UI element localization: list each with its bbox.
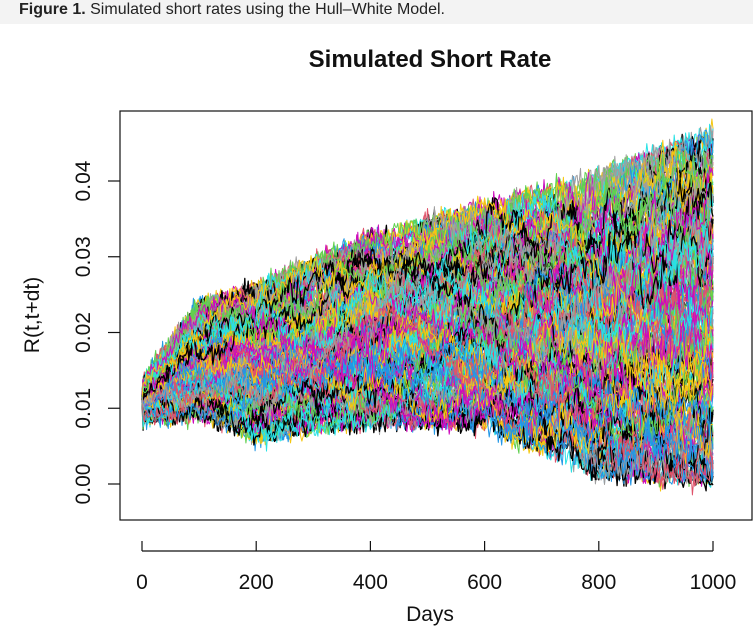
y-tick-label-3: 0.03 xyxy=(72,236,95,277)
series-line-171 xyxy=(141,181,714,419)
x-tick-label-0: 0 xyxy=(136,571,148,594)
series-line-160 xyxy=(141,135,714,399)
x-axis-label: Days xyxy=(406,603,454,626)
series-layer xyxy=(141,118,714,496)
figure-caption: Figure 1. Simulated short rates using th… xyxy=(0,0,753,24)
plot-box xyxy=(119,110,753,521)
short-rate-chart: Simulated Short Rate 0 200 400 600 800 1000 0… xyxy=(21,46,753,626)
series-line-199 xyxy=(141,195,714,401)
x-tick-label-800: 800 xyxy=(581,571,616,594)
series-line-163 xyxy=(141,185,714,419)
y-axis: 0.00 0.01 0.02 0.03 0.04 xyxy=(72,160,120,504)
y-tick-label-2: 0.02 xyxy=(72,312,95,353)
series-line-190 xyxy=(141,172,714,407)
series-line-186 xyxy=(141,346,714,487)
y-tick-label-1: 0.01 xyxy=(72,388,95,429)
chart-title: Simulated Short Rate xyxy=(309,46,552,73)
series-line-196 xyxy=(141,340,714,475)
figure-caption-prefix: Figure 1. xyxy=(19,1,86,18)
y-tick-label-0: 0.00 xyxy=(72,464,95,505)
series-line-200 xyxy=(141,178,714,419)
series-line-185 xyxy=(141,194,714,401)
series-line-159 xyxy=(141,160,714,396)
series-line-173 xyxy=(141,314,714,433)
x-tick-label-400: 400 xyxy=(353,571,388,594)
series-line-198 xyxy=(141,166,714,428)
series-line-188 xyxy=(141,342,714,461)
series-line-181 xyxy=(141,211,714,452)
y-axis-label: R(t,t+dt) xyxy=(21,277,44,353)
series-line-195 xyxy=(141,159,714,395)
series-line-197 xyxy=(141,190,714,397)
y-tick-label-4: 0.04 xyxy=(72,160,95,201)
series-line-189 xyxy=(141,187,714,394)
series-line-167 xyxy=(141,139,714,394)
x-axis: 0 200 400 600 800 1000 xyxy=(136,541,736,594)
x-tick-label-600: 600 xyxy=(467,571,502,594)
x-tick-label-1000: 1000 xyxy=(690,571,737,594)
x-tick-label-200: 200 xyxy=(239,571,274,594)
series-line-193 xyxy=(141,181,714,401)
series-line-192 xyxy=(141,163,714,395)
figure-frame: Simulated Short Rate 0 200 400 600 800 1000 0… xyxy=(4,31,753,637)
figure-caption-text: Simulated short rates using the Hull–Whi… xyxy=(85,1,445,18)
